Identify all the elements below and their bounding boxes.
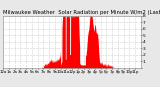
Text: Milwaukee Weather  Solar Radiation per Minute W/m2 (Last 24 Hours): Milwaukee Weather Solar Radiation per Mi… <box>3 10 160 15</box>
